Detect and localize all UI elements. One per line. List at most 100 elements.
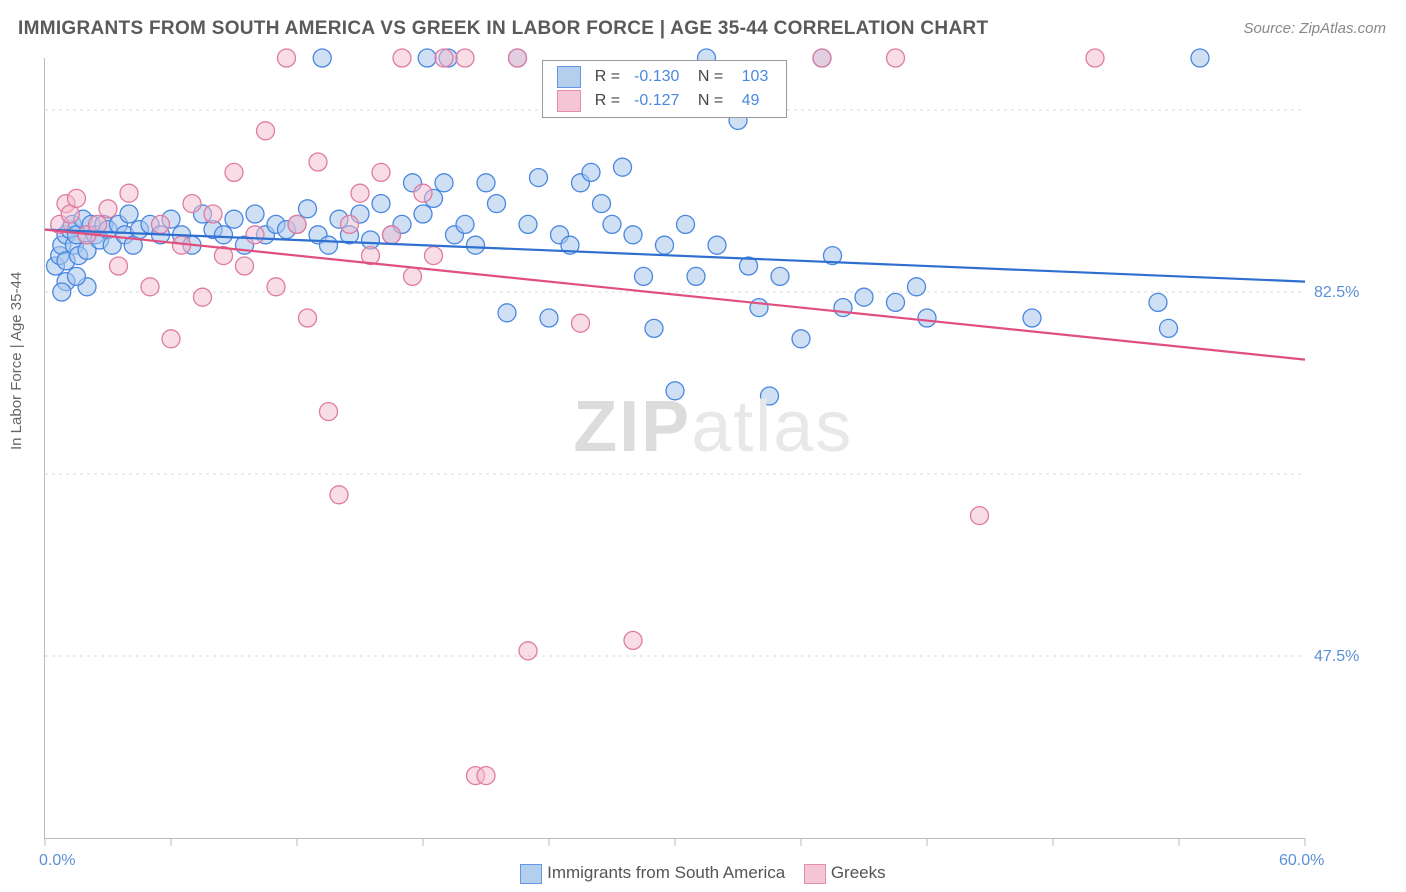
data-point [341, 215, 359, 233]
data-point [593, 195, 611, 213]
trend-line [45, 230, 1305, 360]
data-point [477, 174, 495, 192]
data-point [68, 267, 86, 285]
legend-swatch [520, 864, 542, 884]
data-point [540, 309, 558, 327]
data-point [152, 215, 170, 233]
stat-r-label: R = [589, 90, 626, 112]
data-point [110, 257, 128, 275]
data-point [918, 309, 936, 327]
data-point [278, 49, 296, 67]
x-tick-label: 60.0% [1279, 852, 1324, 870]
stats-table: R =-0.130 N = 103R =-0.127 N = 49 [549, 64, 777, 114]
data-point [120, 205, 138, 223]
data-point [488, 195, 506, 213]
data-point [582, 163, 600, 181]
stat-r-value: -0.130 [628, 66, 685, 88]
data-point [225, 163, 243, 181]
chart-title: IMMIGRANTS FROM SOUTH AMERICA VS GREEK I… [18, 18, 988, 40]
data-point [1086, 49, 1104, 67]
data-point [68, 189, 86, 207]
data-point [456, 215, 474, 233]
data-point [246, 226, 264, 244]
data-point [572, 314, 590, 332]
data-point [792, 330, 810, 348]
y-tick-label: 47.5% [1314, 648, 1359, 666]
trend-line [45, 230, 1305, 282]
data-point [1160, 319, 1178, 337]
data-point [656, 236, 674, 254]
stat-n-value: 103 [731, 66, 774, 88]
data-point [183, 195, 201, 213]
data-point [236, 257, 254, 275]
stats-legend-box: R =-0.130 N = 103R =-0.127 N = 49 [542, 60, 788, 118]
data-point [393, 49, 411, 67]
data-point [456, 49, 474, 67]
source-attribution: Source: ZipAtlas.com [1243, 20, 1386, 37]
series-legend: Immigrants from South America Greeks [0, 863, 1406, 884]
data-point [467, 236, 485, 254]
data-point [498, 304, 516, 322]
data-point [761, 387, 779, 405]
data-point [687, 267, 705, 285]
legend-swatch [557, 66, 581, 88]
data-point [435, 49, 453, 67]
x-tick-label: 0.0% [39, 852, 75, 870]
data-point [603, 215, 621, 233]
data-point [418, 49, 436, 67]
data-point [771, 267, 789, 285]
legend-swatch [804, 864, 826, 884]
data-point [288, 215, 306, 233]
data-point [404, 267, 422, 285]
data-point [225, 210, 243, 228]
data-point [834, 299, 852, 317]
data-point [320, 403, 338, 421]
data-point [645, 319, 663, 337]
data-point [435, 174, 453, 192]
data-point [372, 163, 390, 181]
data-point [1149, 293, 1167, 311]
data-point [99, 200, 117, 218]
y-axis-label: In Labor Force | Age 35-44 [8, 272, 25, 450]
data-point [425, 247, 443, 265]
data-point [1023, 309, 1041, 327]
data-point [908, 278, 926, 296]
data-point [141, 278, 159, 296]
data-point [624, 631, 642, 649]
data-point [309, 153, 327, 171]
data-point [330, 486, 348, 504]
data-point [477, 767, 495, 785]
data-point [509, 49, 527, 67]
stat-n-label: N = [687, 90, 729, 112]
data-point [635, 267, 653, 285]
data-point [1191, 49, 1209, 67]
data-point [162, 330, 180, 348]
data-point [351, 184, 369, 202]
data-point [299, 309, 317, 327]
data-point [194, 288, 212, 306]
data-point [120, 184, 138, 202]
legend-label: Immigrants from South America [547, 863, 785, 882]
chart-container: IMMIGRANTS FROM SOUTH AMERICA VS GREEK I… [0, 0, 1406, 892]
stat-r-value: -0.127 [628, 90, 685, 112]
data-point [614, 158, 632, 176]
data-point [320, 236, 338, 254]
data-point [624, 226, 642, 244]
data-point [246, 205, 264, 223]
data-point [708, 236, 726, 254]
data-point [887, 293, 905, 311]
data-point [519, 642, 537, 660]
data-point [887, 49, 905, 67]
data-point [267, 278, 285, 296]
y-tick-label: 82.5% [1314, 284, 1359, 302]
data-point [383, 226, 401, 244]
data-point [530, 169, 548, 187]
data-point [257, 122, 275, 140]
data-point [313, 49, 331, 67]
data-point [372, 195, 390, 213]
data-point [677, 215, 695, 233]
data-point [299, 200, 317, 218]
data-point [414, 205, 432, 223]
data-point [414, 184, 432, 202]
data-point [519, 215, 537, 233]
